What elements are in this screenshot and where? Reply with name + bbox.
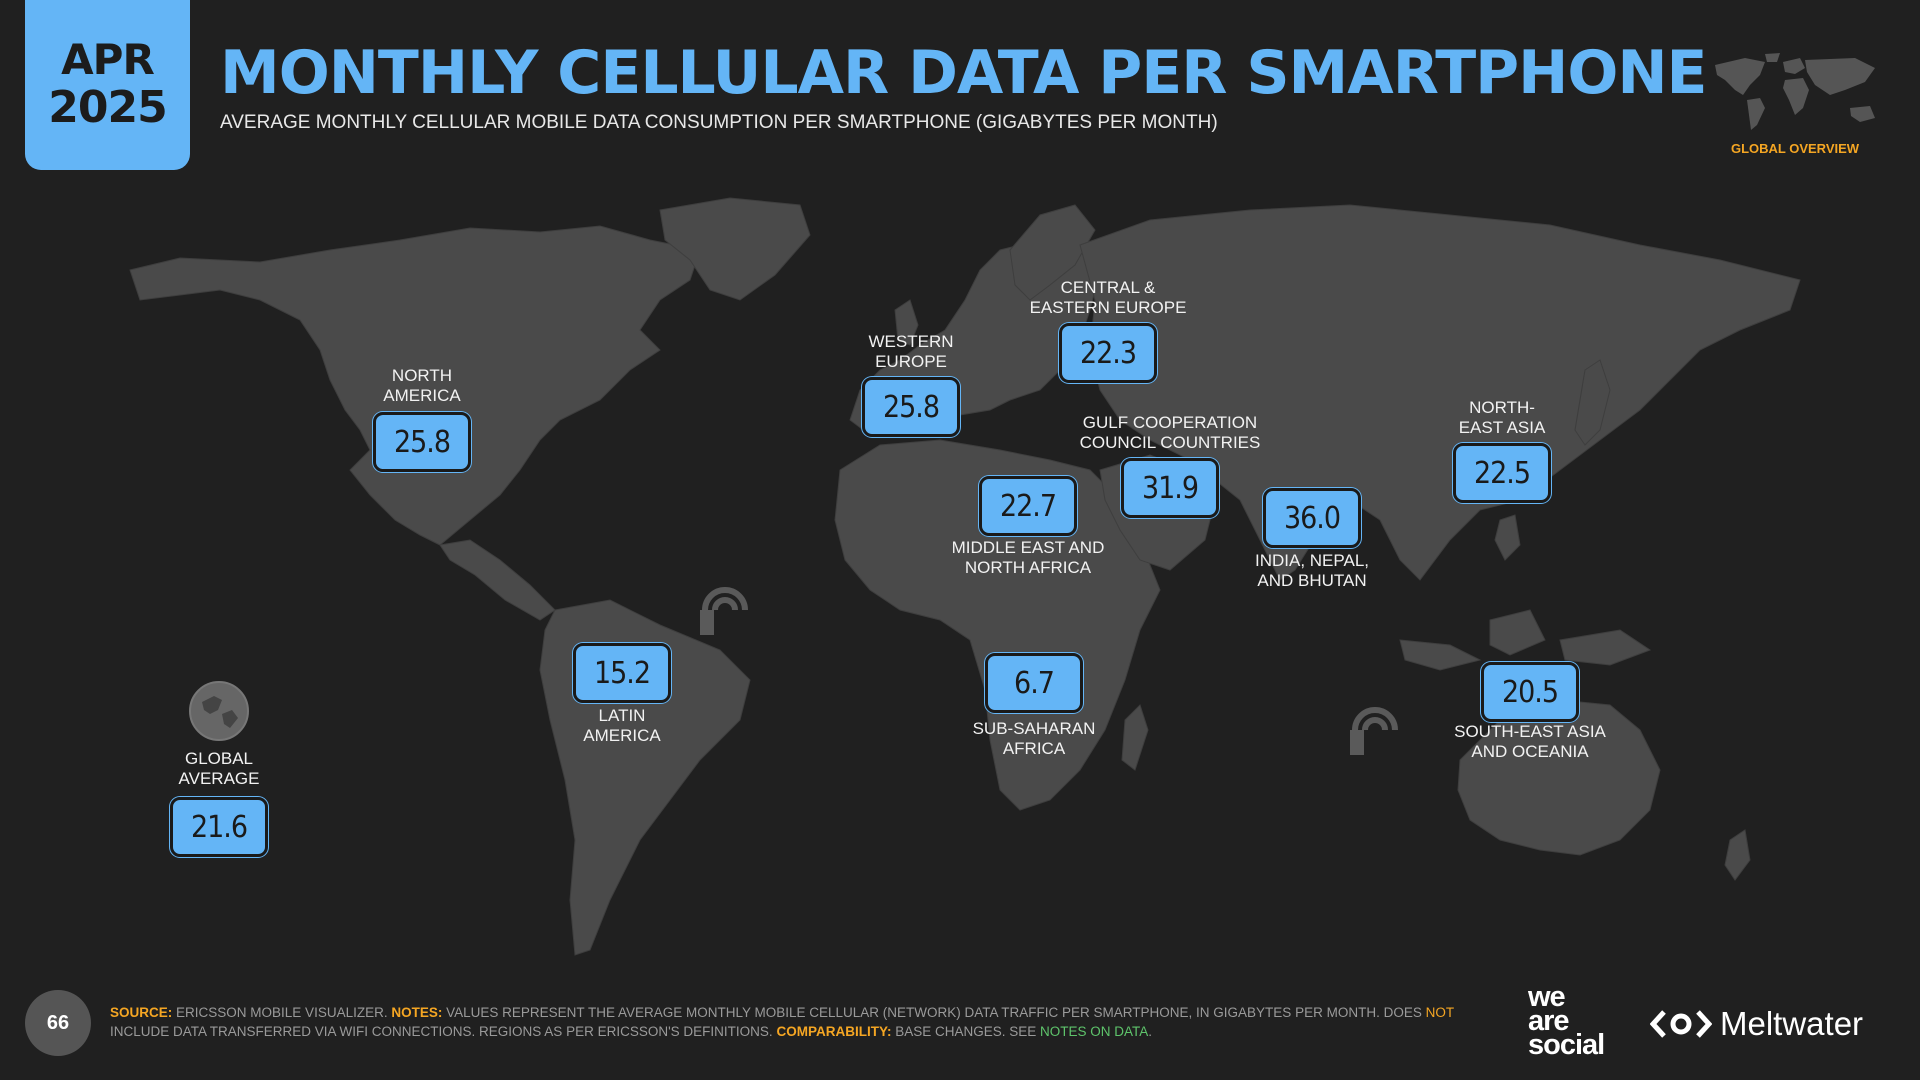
south-east-asia-oceania-label: SOUTH-EAST ASIA AND OCEANIA [1454,722,1606,761]
north-east-asia-label: NORTH- EAST ASIA [1458,398,1546,437]
we-are-social-logo: we are social [1528,981,1605,1061]
page-subtitle: AVERAGE MONTHLY CELLULAR MOBILE DATA CON… [220,112,1218,133]
greenland-landmass [659,197,811,301]
middle-east-north-africa-label: MIDDLE EAST AND NORTH AFRICA [951,538,1105,577]
north-america-label: NORTH AMERICA [383,366,461,405]
date-month: APR [61,35,155,84]
north-america-value: 25.8 [373,412,471,472]
date-badge: APR 2025 [25,0,190,170]
globe-icon [189,681,249,741]
asia-landmass [1079,204,1801,581]
global-average-label: GLOBAL AVERAGE [178,749,260,788]
gulf-cooperation-label: GULF COOPERATION COUNCIL COUNTRIES [1079,413,1261,452]
madagascar-landmass [1121,704,1149,771]
section-label: GLOBAL OVERVIEW [1730,141,1860,156]
watermark-icon [1350,707,1398,755]
new-zealand-landmass [1724,829,1751,881]
gulf-cooperation-value: 31.9 [1121,458,1219,518]
india-nepal-bhutan-label: INDIA, NEPAL, AND BHUTAN [1255,551,1369,590]
date-year: 2025 [48,82,167,133]
middle-east-north-africa-value: 22.7 [979,476,1077,536]
page-title: MONTHLY CELLULAR DATA PER SMARTPHONE [220,38,1708,108]
latin-america-value: 15.2 [573,643,671,703]
notes-on-data-link[interactable]: NOTES ON DATA [1040,1024,1149,1039]
footnote: SOURCE: ERICSSON MOBILE VISUALIZER. NOTE… [110,1005,1454,1039]
north-america-landmass [129,225,701,546]
central-america-landmass [439,539,556,621]
mini-world-map-icon [1715,53,1875,130]
north-east-asia-value: 22.5 [1453,443,1551,503]
latin-america-label: LATIN AMERICA [583,706,661,745]
western-europe-value: 25.8 [862,377,960,437]
indonesia-landmass [1399,609,1652,671]
global-average-value: 21.6 [170,797,268,857]
sub-saharan-africa-label: SUB-SAHARAN AFRICA [972,719,1096,758]
central-eastern-europe-label: CENTRAL & EASTERN EUROPE [1029,278,1187,317]
japan-landmass [1574,359,1611,446]
central-eastern-europe-value: 22.3 [1059,323,1157,383]
india-nepal-bhutan-value: 36.0 [1263,488,1361,548]
watermark-icon [700,587,748,635]
philippines-landmass [1494,514,1521,561]
meltwater-logo: Meltwater [1650,1005,1863,1043]
south-east-asia-oceania-value: 20.5 [1481,662,1579,722]
scandinavia-landmass [1009,204,1096,301]
page-number: 66 [25,990,91,1056]
uk-landmass [894,299,919,346]
sub-saharan-africa-value: 6.7 [985,653,1083,713]
africa-landmass [834,439,1161,811]
western-europe-label: WESTERN EUROPE [868,332,954,371]
meltwater-mark-icon [1650,1010,1712,1038]
